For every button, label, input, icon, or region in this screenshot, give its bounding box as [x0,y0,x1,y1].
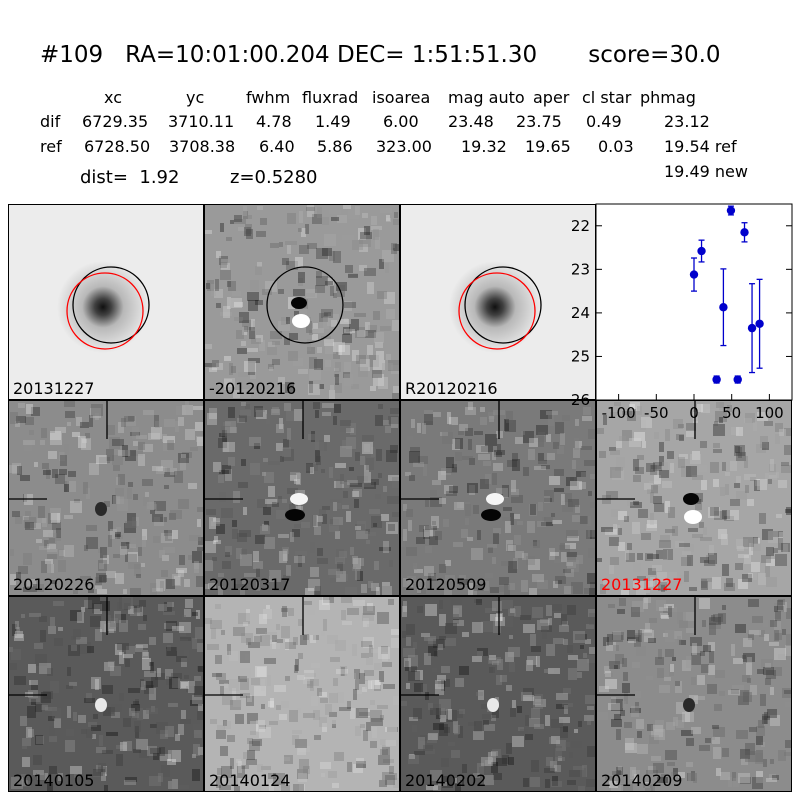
cell-value: 3710.11 [168,112,235,131]
column-header: phmag [640,88,696,107]
data-point [755,278,764,369]
cell-value: 23.75 [516,112,562,131]
cell-value: 6728.50 [84,137,151,156]
column-header: mag auto [448,88,525,107]
y-tick-label: 22 [571,217,590,235]
x-tick-label: 50 [722,404,741,422]
x-tick-label: 100 [755,404,784,422]
column-header: fwhm [246,88,291,107]
stamp-image [205,401,399,595]
redshift-value: z=0.5280 [230,167,318,188]
row-label: ref [40,137,62,156]
cell-value: 3708.38 [169,137,236,156]
candidate-title: #109 RA=10:01:00.204 DEC= 1:51:51.30 sco… [40,42,721,68]
stamp-date-label: 20120509 [405,575,487,594]
image-stamp: 20120509 [400,400,596,596]
y-tick-label: 25 [571,347,590,365]
data-point [689,257,699,292]
dist-value: dist= 1.92 [80,167,180,188]
stamp-image [401,401,595,595]
stamp-image [597,401,791,595]
cell-value: 323.00 [376,137,432,156]
stamp-image [401,597,595,791]
image-stamp: 20120226 [8,400,204,596]
x-tick-label: -100 [602,404,636,422]
data-point [697,239,706,263]
cell-value: 6729.35 [82,112,149,131]
data-point [733,375,742,384]
stamp-date-label: 20140124 [209,771,291,790]
cell-value: 0.49 [586,112,622,131]
cell-value: 19.65 [525,137,571,156]
stamp-date-label: -20120216 [209,379,297,398]
stamp-image [9,597,203,791]
data-point [747,283,757,374]
cell-value: 0.03 [598,137,634,156]
cell-value: 1.49 [315,112,351,131]
data-point [712,375,721,384]
stamp-date-label: 20120317 [209,575,291,594]
stamp-date-label: 20120226 [13,575,95,594]
cell-value: 19.54 ref [664,137,737,156]
row-label: dif [40,112,61,131]
y-tick-label: 24 [571,304,590,322]
lightcurve-plot: 22 23 24 25 26 -100 -50 0 50 100 [571,203,793,422]
cell-value: 6.40 [259,137,295,156]
stamp-image [9,401,203,595]
image-stamp: R20120216 [400,204,596,400]
stamp-date-label: 20140209 [601,771,683,790]
image-stamp: 20120317 [204,400,400,596]
stamp-image [597,597,791,791]
column-header: isoarea [372,88,431,107]
cell-value: 5.86 [317,137,353,156]
image-stamp: 20140105 [8,596,204,792]
x-tick-label: -50 [644,404,669,422]
cell-value: 19.32 [461,137,507,156]
stamp-date-label: 20131227 [601,575,683,594]
image-stamp: 20140124 [204,596,400,792]
stamp-date-label: 20140202 [405,771,487,790]
stamp-image [9,205,203,399]
image-stamp: 20131227 [8,204,204,400]
stamp-date-label: 20131227 [13,379,95,398]
column-header: fluxrad [302,88,359,107]
data-point [726,205,736,216]
y-tick-label: 26 [571,391,590,409]
plot-frame [595,203,793,401]
column-header: yc [186,88,205,107]
stamp-date-label: R20120216 [405,379,498,398]
column-header: aper [533,88,570,107]
stamp-date-label: 20140105 [13,771,95,790]
cell-value: 6.00 [383,112,419,131]
stamp-image [205,205,399,399]
image-stamp: -20120216 [204,204,400,400]
column-header: cl star [582,88,632,107]
cell-value: 23.12 [664,112,710,131]
phmag-new: 19.49 new [664,162,748,181]
x-tick-label: 0 [689,404,699,422]
lightcurve-chart: 22 23 24 25 26 -100 -50 0 50 100 [571,203,793,422]
y-tick-label: 23 [571,260,590,278]
data-point [719,268,728,347]
cell-value: 23.48 [448,112,494,131]
column-header: xc [104,88,122,107]
image-stamp: 20131227 [596,400,792,596]
cell-value: 4.78 [256,112,292,131]
data-point [740,222,749,243]
image-stamp: 20140209 [596,596,792,792]
stamp-image [205,597,399,791]
stamp-image [401,205,595,399]
image-stamp: 20140202 [400,596,596,792]
